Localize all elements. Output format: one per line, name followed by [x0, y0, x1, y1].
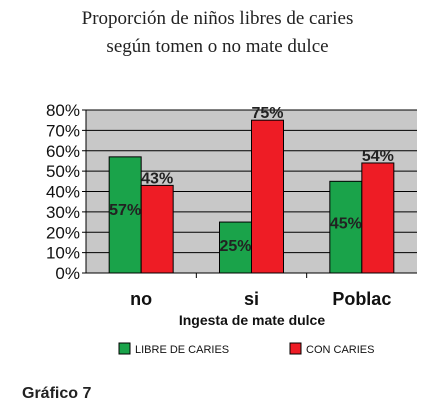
legend: LIBRE DE CARIES CON CARIES [118, 342, 374, 356]
data-labels: 57%43% 25% 75% 45% 54% [109, 105, 394, 255]
y-tick-label: 50% [46, 162, 80, 181]
figure-caption: Gráfico 7 [22, 385, 92, 402]
legend-label: CON CARIES [306, 344, 374, 356]
bar [140, 184, 174, 274]
data-label: 45% [330, 216, 362, 233]
bar [108, 156, 142, 274]
data-label: 43% [141, 170, 173, 187]
y-tick-label: 80% [46, 101, 80, 120]
bar [361, 162, 395, 274]
x-tick-label: Poblac [332, 289, 391, 309]
y-tick-label: 70% [46, 121, 80, 140]
y-tick-label: 10% [46, 244, 80, 263]
bar [251, 119, 284, 274]
legend-swatch [289, 342, 302, 355]
data-label: 54% [362, 148, 394, 165]
legend-swatch [118, 342, 131, 355]
data-label: 25% [219, 238, 251, 255]
y-tick-label: 40% [46, 183, 80, 202]
legend-label: LIBRE DE CARIES [135, 344, 229, 356]
x-tick-label: si [244, 289, 259, 309]
chart-title-line-2: según tomen o no mate dulce [106, 36, 329, 57]
bars [108, 119, 395, 274]
y-tick-label: 20% [46, 223, 80, 242]
x-tick-label: no [130, 289, 152, 309]
y-tick-label: 60% [46, 142, 80, 161]
y-tick-label: 30% [46, 203, 80, 222]
x-axis-ticks: no si Poblac [130, 273, 391, 309]
chart-title-line-1: Proporción de niños libres de caries [81, 8, 354, 29]
y-tick-label: 0% [55, 264, 80, 283]
data-label: 57% [109, 202, 141, 219]
y-axis-ticks: 0%10% 20%30%40% 50%60% 70%80% [46, 101, 86, 283]
x-axis-title: Ingesta de mate dulce [179, 312, 325, 328]
data-label: 75% [251, 105, 283, 122]
